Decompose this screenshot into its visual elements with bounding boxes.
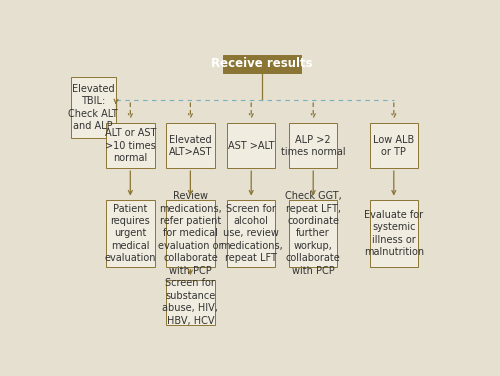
Text: Elevated
ALT>AST: Elevated ALT>AST xyxy=(168,135,212,157)
FancyBboxPatch shape xyxy=(224,55,301,73)
Text: Low ALB
or TP: Low ALB or TP xyxy=(373,135,414,157)
Text: Review
medications,
refer patient
for medical
evaluation or
collaborate
with PCP: Review medications, refer patient for me… xyxy=(158,191,222,276)
FancyBboxPatch shape xyxy=(166,200,214,267)
FancyBboxPatch shape xyxy=(289,200,338,267)
FancyBboxPatch shape xyxy=(227,123,276,168)
Text: Screen for
substance
abuse, HIV,
HBV, HCV: Screen for substance abuse, HIV, HBV, HC… xyxy=(162,279,218,326)
FancyBboxPatch shape xyxy=(227,200,276,267)
Text: Check GGT,
repeat LFT,
coordinate
further
workup,
collaborate
with PCP: Check GGT, repeat LFT, coordinate furthe… xyxy=(285,191,342,276)
FancyBboxPatch shape xyxy=(106,200,154,267)
Text: AST >ALT: AST >ALT xyxy=(228,141,274,151)
Text: Receive results: Receive results xyxy=(211,58,313,70)
FancyBboxPatch shape xyxy=(106,123,154,168)
Text: Evaluate for
systemic
illness or
malnutrition: Evaluate for systemic illness or malnutr… xyxy=(364,210,424,257)
FancyBboxPatch shape xyxy=(370,123,418,168)
Text: Screen for
alcohol
use, review
medications,
repeat LFT: Screen for alcohol use, review medicatio… xyxy=(220,203,282,263)
FancyBboxPatch shape xyxy=(289,123,338,168)
FancyBboxPatch shape xyxy=(166,123,214,168)
FancyBboxPatch shape xyxy=(370,200,418,267)
Text: Elevated
TBIL:
Check ALT
and ALP: Elevated TBIL: Check ALT and ALP xyxy=(68,84,118,131)
Text: Patient
requires
urgent
medical
evaluation: Patient requires urgent medical evaluati… xyxy=(104,203,156,263)
Text: ALP >2
times normal: ALP >2 times normal xyxy=(281,135,345,157)
Text: ALT or AST
>10 times
normal: ALT or AST >10 times normal xyxy=(104,128,156,163)
FancyBboxPatch shape xyxy=(166,280,214,324)
FancyBboxPatch shape xyxy=(71,77,116,138)
